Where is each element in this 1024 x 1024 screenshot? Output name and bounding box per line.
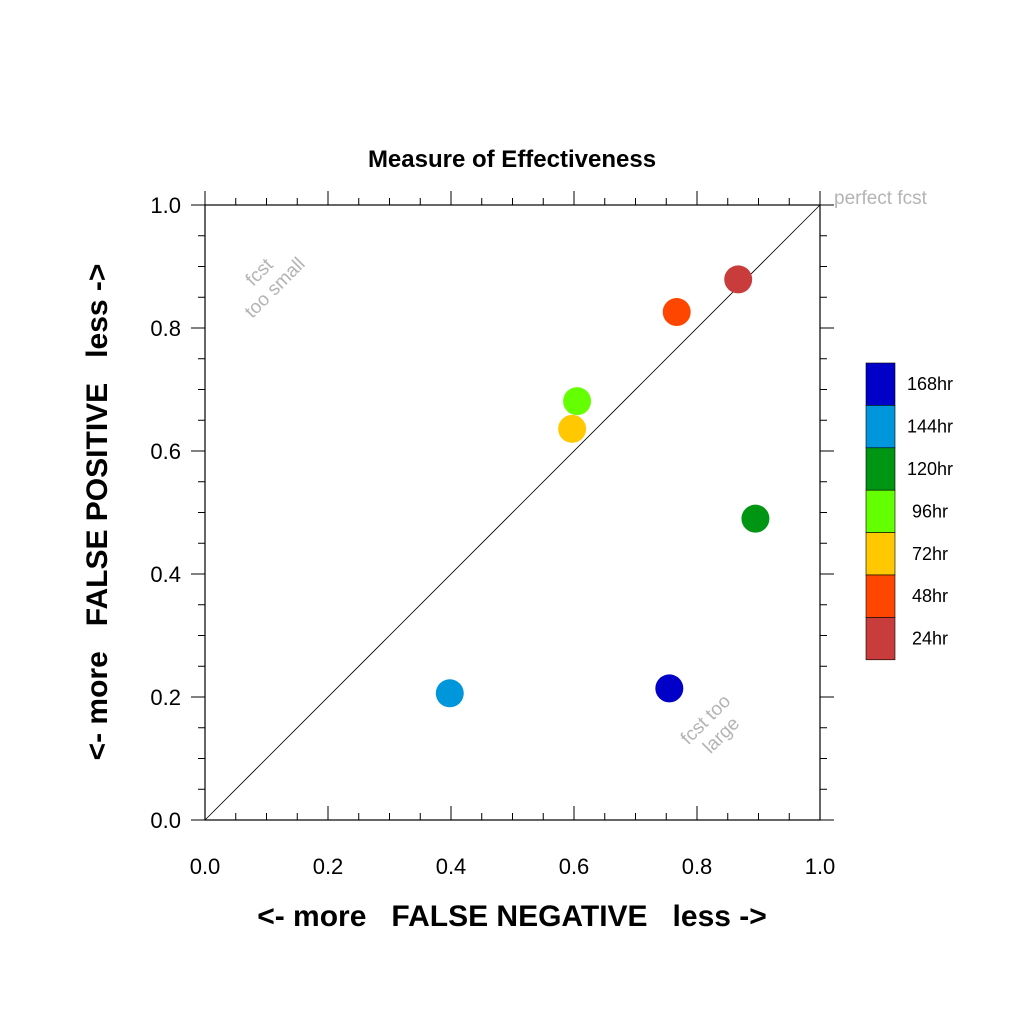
point-144hr [435,679,464,708]
x-axis-label: <- more FALSE NEGATIVE less -> [257,900,767,933]
y-tick-label: 0.8 [150,316,181,341]
point-96hr [563,387,592,416]
legend-swatch-168hr [865,362,896,406]
point-24hr [724,265,753,294]
y-axis-ticks: 0.0 0.2 0.4 0.6 0.8 1.0 [150,193,834,833]
x-tick-label: 0.0 [190,854,221,879]
y-tick-label: 0.4 [150,562,181,587]
legend-swatch-24hr [865,617,896,661]
x-axis-ticks: 0.0 0.2 0.4 0.6 0.8 1.0 [190,191,836,879]
legend-label-168hr: 168hr [907,374,953,394]
legend-label-120hr: 120hr [907,459,953,479]
y-tick-label: 0.2 [150,685,181,710]
legend-swatch-144hr [865,405,896,449]
x-tick-label: 0.6 [559,854,590,879]
legend-label-72hr: 72hr [912,544,948,564]
legend-label-48hr: 48hr [912,586,948,606]
chart-title: Measure of Effectiveness [368,146,656,173]
x-tick-label: 0.2 [313,854,344,879]
y-axis-label: <- more FALSE POSITIVE less -> [81,264,114,761]
data-points [435,265,770,708]
annotation-perfect-fcst: perfect fcst [834,188,928,209]
point-168hr [655,674,684,703]
annotation-fcst-too-large: fcst too large [677,691,744,758]
legend-label-24hr: 24hr [912,629,948,649]
point-72hr [558,414,587,443]
x-tick-label: 0.4 [436,854,467,879]
x-tick-label: 1.0 [805,854,836,879]
y-tick-label: 0.6 [150,439,181,464]
legend-label-144hr: 144hr [907,417,953,437]
legend-swatch-72hr [865,532,896,576]
y-tick-label: 0.0 [150,808,181,833]
point-48hr [662,298,691,327]
legend-swatch-48hr [865,574,896,618]
annotation-fcst-too-small: fcst too small [241,254,310,323]
point-120hr [741,504,770,533]
y-tick-label: 1.0 [150,193,181,218]
legend-swatch-120hr [865,447,896,491]
perfect-forecast-diagonal [204,204,821,821]
legend-label-96hr: 96hr [912,501,948,521]
annotation-too-small-line2: too small [241,254,310,323]
legend: 168hr 144hr 120hr 96hr 72hr 48hr 24hr [865,362,953,661]
diagonal-line [204,204,821,821]
legend-swatch-96hr [865,489,896,533]
x-tick-label: 0.8 [682,854,713,879]
